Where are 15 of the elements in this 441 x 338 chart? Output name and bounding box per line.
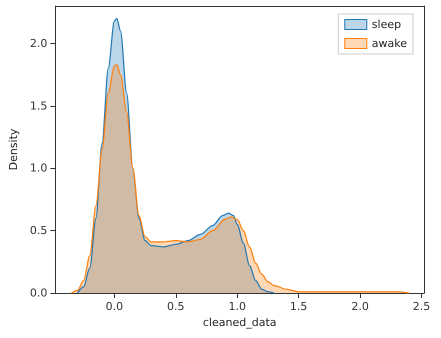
x-tick-label: 2.0	[351, 300, 369, 313]
x-tick-label: 1.0	[228, 300, 246, 313]
x-tick-label: 2.5	[412, 300, 430, 313]
y-tick-label: 1.5	[30, 99, 48, 112]
x-tick-label: 0.0	[106, 300, 124, 313]
x-axis-title: cleaned_data	[202, 316, 277, 329]
legend-label: awake	[372, 37, 408, 50]
y-axis-title: Density	[7, 128, 20, 170]
y-tick-label: 1.0	[30, 162, 48, 175]
y-tick-label: 0.5	[30, 224, 48, 238]
y-tick-label: 0.0	[30, 286, 48, 300]
x-tick-label: 1.5	[290, 300, 308, 313]
y-tick-label: 2.0	[30, 36, 48, 50]
x-tick-label: 0.5	[167, 300, 185, 313]
legend-label: sleep	[372, 18, 402, 31]
